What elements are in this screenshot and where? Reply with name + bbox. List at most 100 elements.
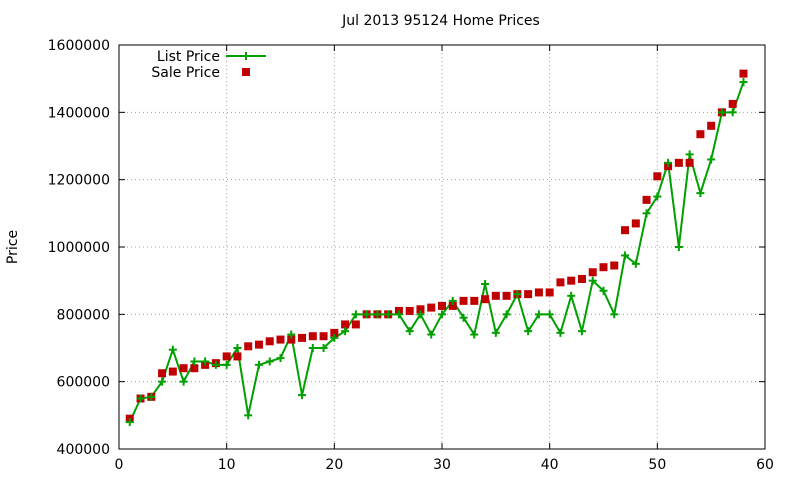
x-tick-label: 0 — [115, 457, 124, 473]
sale-price-point — [244, 342, 253, 351]
list-price-point — [739, 78, 748, 87]
sale-price-point — [567, 276, 576, 285]
list-price-point — [642, 209, 651, 218]
list-price-point — [319, 344, 328, 352]
sale-price-point — [427, 303, 436, 312]
sale-price-point — [588, 268, 597, 277]
sale-price-point — [696, 130, 705, 139]
list-price-point — [373, 310, 382, 319]
y-tick-label: 800000 — [57, 307, 110, 323]
series-layer — [125, 69, 748, 427]
list-price-point — [416, 310, 425, 319]
list-price-point — [491, 328, 500, 337]
sale-price-point — [287, 335, 296, 344]
sale-price-point — [448, 301, 457, 310]
x-tick-label: 50 — [648, 457, 666, 473]
legend-label-list-price: List Price — [157, 49, 220, 65]
sale-price-point — [653, 172, 662, 181]
list-price-point — [610, 310, 619, 319]
list-price-point — [534, 310, 543, 319]
list-price-point — [621, 251, 630, 260]
sale-price-point — [416, 305, 425, 314]
x-tick-label: 10 — [218, 457, 236, 473]
legend-label-sale-price: Sale Price — [151, 65, 220, 81]
list-price-point — [222, 360, 231, 369]
chart-title: Jul 2013 95124 Home Prices — [341, 13, 540, 29]
list-price-point — [362, 310, 371, 319]
list-price-point — [168, 345, 177, 354]
x-tick-label: 60 — [756, 457, 774, 473]
sale-price-point — [298, 333, 307, 342]
list-price-point — [545, 310, 554, 319]
y-tick-label: 400000 — [57, 442, 110, 458]
list-price-point — [717, 108, 726, 117]
list-price-point — [707, 155, 716, 164]
list-price-point — [685, 150, 694, 159]
list-price-point — [190, 357, 199, 366]
legend-marker-sale-price — [242, 68, 250, 76]
sale-price-point — [621, 226, 630, 235]
list-price-point — [427, 330, 436, 339]
list-price-point — [394, 310, 403, 319]
sale-price-point — [330, 328, 339, 337]
list-price-point — [524, 327, 533, 336]
x-tick-label: 30 — [433, 457, 451, 473]
list-price-point — [653, 192, 662, 201]
sale-price-point — [674, 158, 683, 167]
sale-price-point — [179, 364, 188, 373]
list-price-point — [459, 313, 468, 322]
list-price-point — [577, 327, 586, 336]
sale-price-point — [707, 121, 716, 130]
y-tick-label: 1000000 — [48, 240, 110, 256]
sale-price-point — [739, 69, 748, 78]
sale-price-point — [405, 306, 414, 315]
legend-marker-list-price — [242, 52, 250, 60]
sale-price-point — [190, 364, 199, 373]
list-price-point — [674, 243, 683, 251]
list-price-point — [211, 360, 220, 369]
list-price-point — [599, 286, 608, 295]
sale-price-point — [276, 335, 285, 344]
sale-price-point — [319, 332, 328, 341]
sale-price-point — [254, 340, 263, 349]
list-price-point — [287, 330, 296, 339]
sale-price-point — [308, 332, 317, 341]
sale-price-point — [685, 158, 694, 167]
sale-price-point — [265, 337, 274, 346]
grid-layer — [119, 45, 765, 449]
x-tick-label: 20 — [325, 457, 343, 473]
sale-price-point — [470, 296, 479, 305]
list-price-point — [664, 158, 673, 167]
list-price-point — [588, 276, 597, 285]
axes-layer: 0 10 20 30 40 50 60 400000 600000 800000 1000000 12… — [48, 38, 774, 473]
sale-price-point — [341, 320, 350, 329]
list-price-point — [244, 411, 253, 420]
sale-price-point — [599, 263, 608, 272]
sale-price-point — [222, 352, 231, 361]
list-price-point — [147, 392, 156, 401]
list-price-point — [556, 328, 565, 337]
x-tick-label: 40 — [541, 457, 559, 473]
sale-price-point — [158, 369, 167, 378]
y-tick-label: 600000 — [57, 375, 110, 391]
list-price-point — [308, 344, 317, 352]
sale-price-point — [168, 367, 177, 376]
sale-price-point — [351, 320, 360, 329]
y-tick-label: 1200000 — [48, 173, 110, 189]
list-price-point — [254, 360, 263, 369]
sale-price-point — [545, 288, 554, 297]
list-price-point — [567, 291, 576, 300]
list-price-point — [351, 310, 360, 319]
sale-price-point — [481, 295, 490, 304]
sale-price-point — [642, 195, 651, 204]
list-price-point — [125, 418, 134, 427]
list-price-point — [265, 357, 274, 366]
sale-price-point — [534, 288, 543, 297]
list-price-point — [728, 108, 737, 117]
sale-price-point — [610, 261, 619, 270]
list-price-point — [631, 259, 640, 268]
sale-price-point — [524, 290, 533, 299]
list-price-point — [276, 354, 285, 363]
list-price-point — [513, 290, 522, 299]
